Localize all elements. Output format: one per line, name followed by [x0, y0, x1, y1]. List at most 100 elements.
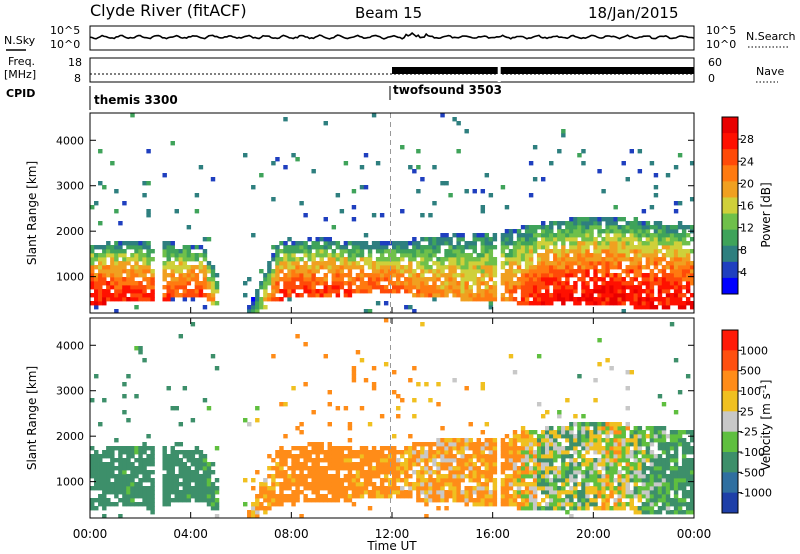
heatmap-cell [456, 121, 461, 126]
heatmap-cell [617, 249, 622, 254]
heatmap-cell [528, 293, 534, 298]
heatmap-cell [581, 281, 586, 286]
heatmap-cell [516, 434, 522, 439]
heatmap-cell [681, 273, 687, 278]
heatmap-cell [110, 450, 115, 455]
heatmap-cell [460, 273, 465, 278]
heatmap-cell [90, 462, 95, 467]
heatmap-cell [440, 281, 445, 286]
heatmap-cell [359, 358, 365, 363]
heatmap-cell [150, 249, 155, 254]
heatmap-cell [573, 450, 578, 455]
heatmap-cell [98, 474, 103, 479]
heatmap-cell [569, 462, 574, 467]
heatmap-cell [170, 406, 175, 411]
heatmap-cell [657, 229, 663, 234]
heatmap-cell [363, 486, 369, 491]
heatmap-cell [557, 490, 562, 495]
heatmap-cell [561, 502, 566, 507]
heatmap-cell [408, 486, 413, 491]
heatmap-cell [577, 434, 582, 439]
heatmap-cell [287, 277, 292, 282]
heatmap-cell [613, 438, 618, 443]
heatmap-cell [142, 289, 147, 294]
heatmap-cell [669, 297, 675, 302]
heatmap-cell [102, 261, 107, 266]
heatmap-cell [524, 281, 530, 286]
heatmap-cell [355, 265, 361, 270]
heatmap-cell [677, 297, 683, 302]
heatmap-cell [605, 293, 610, 298]
heatmap-cell [126, 281, 131, 286]
heatmap-cell [681, 261, 687, 266]
heatmap-cell [335, 474, 341, 479]
heatmap-cell [649, 502, 655, 507]
heatmap-cell [392, 482, 397, 487]
heatmap-cell [186, 482, 192, 487]
heatmap-cell [299, 450, 304, 455]
heatmap-cell [516, 241, 522, 246]
heatmap-cell [637, 470, 643, 475]
heatmap-cell [307, 277, 312, 282]
heatmap-cell [327, 285, 332, 290]
heatmap-cell [327, 261, 332, 266]
heatmap-cell [339, 269, 345, 274]
heatmap-cell [609, 462, 614, 467]
heatmap-cell [371, 474, 377, 479]
heatmap-cell [279, 466, 284, 471]
heatmap-cell [601, 462, 606, 467]
heatmap-cell [331, 474, 337, 479]
cpid-label: CPID [6, 87, 35, 100]
heatmap-cell [295, 334, 300, 339]
heatmap-cell [371, 245, 377, 250]
heatmap-cell [299, 430, 304, 435]
heatmap-cell [118, 462, 123, 467]
colorbar-segment [722, 330, 738, 351]
heatmap-cell [673, 490, 679, 495]
heatmap-cell [609, 470, 614, 475]
heatmap-cell [545, 502, 550, 507]
heatmap-cell [102, 474, 107, 479]
heatmap-cell [271, 486, 276, 491]
heatmap-cell [528, 237, 534, 242]
heatmap-cell [335, 454, 341, 459]
heatmap-cell [585, 490, 590, 495]
heatmap-cell [669, 273, 675, 278]
heatmap-cell [202, 458, 208, 463]
heatmap-cell [613, 261, 618, 266]
heatmap-cell [275, 277, 280, 282]
heatmap-cell [130, 257, 135, 262]
heatmap-cell [379, 494, 385, 499]
heatmap-cell [392, 446, 397, 451]
heatmap-cell [673, 498, 679, 503]
heatmap-cell [206, 293, 212, 298]
heatmap-cell [408, 450, 413, 455]
heatmap-cell [661, 289, 667, 294]
heatmap-cell [681, 277, 687, 282]
heatmap-cell [343, 474, 349, 479]
heatmap-cell [170, 253, 175, 258]
heatmap-cell [545, 289, 550, 294]
heatmap-cell [90, 273, 95, 278]
heatmap-cell [166, 257, 171, 262]
heatmap-cell [589, 253, 594, 258]
heatmap-cell [553, 430, 558, 435]
heatmap-cell [661, 430, 667, 435]
heatmap-cell [339, 245, 345, 250]
heatmap-cell [589, 458, 594, 463]
heatmap-cell [645, 273, 651, 278]
heatmap-cell [464, 269, 469, 274]
heatmap-cell [400, 470, 405, 475]
heatmap-cell [118, 293, 123, 298]
power-tick: 8 [740, 244, 747, 257]
heatmap-cell [396, 241, 401, 246]
heatmap-cell [291, 466, 296, 471]
heatmap-cell [424, 502, 429, 507]
heatmap-cell [190, 273, 196, 278]
heatmap-cell [94, 454, 99, 459]
heatmap-cell [661, 301, 667, 306]
heatmap-cell [597, 462, 602, 467]
heatmap-cell [649, 474, 655, 479]
heatmap-cell [448, 241, 453, 246]
heatmap-cell [532, 281, 538, 286]
